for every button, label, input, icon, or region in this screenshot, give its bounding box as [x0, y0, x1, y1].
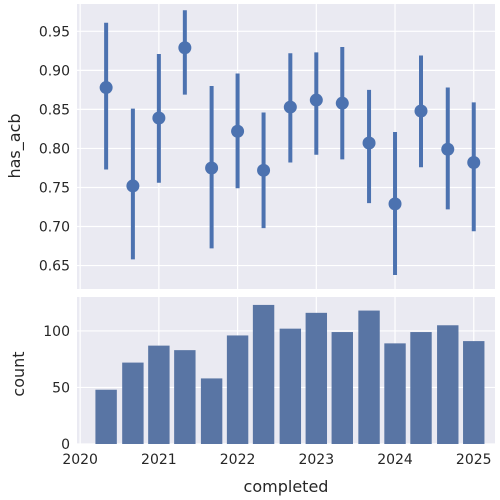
count-bar — [174, 350, 196, 444]
mean-point — [441, 142, 455, 156]
pointplot-ytick-label: 0.70 — [39, 220, 70, 236]
mean-point — [335, 96, 349, 110]
count-bar — [463, 341, 485, 444]
mean-point — [362, 136, 376, 150]
count-bar — [252, 304, 275, 444]
x-tick-labels: 2020 2021 2022 2023 2024 2025 — [62, 452, 491, 468]
count-bar — [279, 328, 302, 444]
bar-ytick-label: 50 — [52, 380, 70, 396]
count-bar — [437, 325, 459, 444]
mean-point — [467, 156, 481, 170]
bar-ytick-label: 0 — [61, 437, 70, 453]
pointplot-background — [77, 4, 495, 289]
mean-point — [231, 124, 245, 138]
mean-point — [414, 104, 428, 118]
pointplot-ytick-label: 0.65 — [39, 259, 70, 275]
count-bar — [226, 335, 249, 444]
mean-point — [309, 93, 323, 107]
pointplot-y-axis-label: has_acb — [5, 113, 25, 178]
mean-point — [283, 100, 297, 114]
mean-point — [178, 41, 192, 55]
pointplot-marks — [99, 10, 481, 275]
count-bar — [331, 332, 353, 444]
count-bar — [148, 345, 170, 444]
count-bar — [122, 362, 144, 444]
bar-ytick-labels: 0 50 100 — [43, 324, 70, 453]
mean-point — [126, 179, 140, 193]
mean-point — [152, 111, 166, 125]
bar-panel: 0 50 100 2020 2021 2022 2023 2024 2025 count co… — [9, 297, 495, 496]
x-tick-label: 2022 — [220, 452, 256, 468]
x-tick-label: 2025 — [456, 452, 492, 468]
pointplot-ytick-label: 0.85 — [39, 102, 70, 118]
count-bar — [200, 378, 223, 444]
pointplot-ytick-label: 0.90 — [39, 63, 70, 79]
pointplot-ytick-label: 0.80 — [39, 141, 70, 157]
bar-ytick-label: 100 — [43, 324, 70, 340]
x-tick-label: 2020 — [62, 452, 98, 468]
bar-y-axis-label: count — [9, 351, 28, 396]
mean-point — [99, 81, 113, 95]
count-bar — [95, 389, 117, 444]
count-bar — [358, 310, 380, 444]
pointplot-panel: 0.65 0.70 0.75 0.80 0.85 0.90 0.95 has_acb — [5, 4, 495, 289]
count-bar — [305, 312, 328, 444]
count-bar — [410, 332, 432, 444]
x-tick-label: 2023 — [298, 452, 334, 468]
x-axis-label: completed — [244, 477, 329, 496]
mean-point — [257, 163, 271, 177]
x-tick-label: 2024 — [377, 452, 413, 468]
count-bar — [384, 343, 406, 444]
pointplot-ytick-labels: 0.65 0.70 0.75 0.80 0.85 0.90 0.95 — [39, 24, 70, 274]
bar-marks — [95, 304, 485, 444]
mean-point — [205, 161, 219, 175]
pointplot-ytick-label: 0.75 — [39, 180, 70, 196]
mean-point — [388, 197, 402, 211]
pointplot-ytick-label: 0.95 — [39, 24, 70, 40]
x-tick-label: 2021 — [141, 452, 177, 468]
